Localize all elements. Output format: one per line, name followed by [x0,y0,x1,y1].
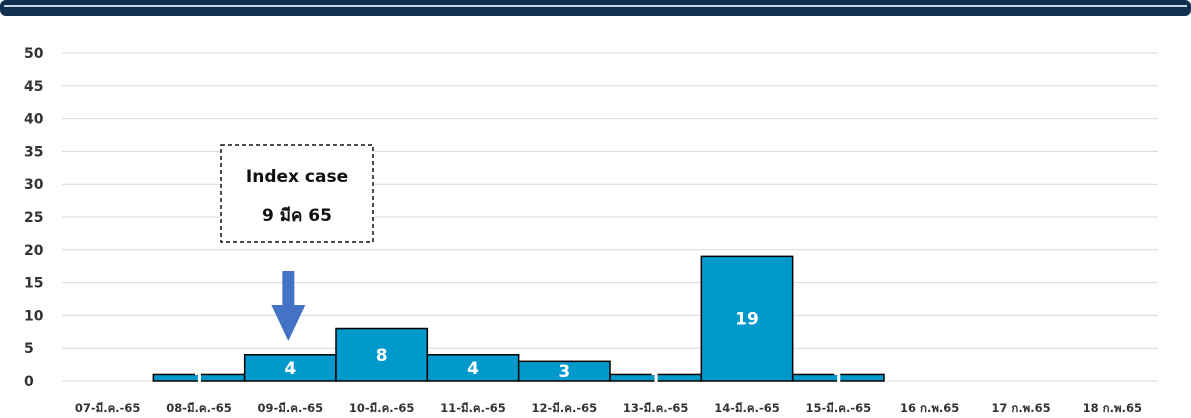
x-tick-label: 12-มี.ค.-65 [532,401,598,415]
annotation-line-1: Index case [246,167,348,187]
x-tick-label: 07-มี.ค.-65 [75,401,141,415]
bar [335,327,429,382]
x-tick-label: 18 ก.พ.65 [1083,401,1142,415]
data-label: 3 [558,362,570,382]
y-tick-label: 0 [24,374,34,390]
y-tick-label: 15 [24,276,43,292]
x-tick-label: 11-มี.ค.-65 [440,401,506,415]
bar [243,354,337,382]
data-label: 8 [376,346,388,366]
y-tick-label: 45 [24,79,43,95]
y-tick-label: 5 [24,341,34,357]
bar [700,255,794,382]
y-tick-label: 50 [24,46,44,62]
x-tick-label: 15-มี.ค.-65 [806,401,872,415]
x-tick-label: 09-มี.ค.-65 [258,401,324,415]
arrow-head [271,305,306,341]
data-label: 1 [193,370,205,390]
data-label: 1 [650,370,662,390]
arrow-shaft [282,271,295,305]
annotation: Index case 9 มีค 65 [220,144,374,341]
y-tick-label: 10 [24,308,44,324]
y-tick-label: 30 [24,177,44,193]
bar [791,373,885,382]
x-tick-label: 13-มี.ค.-65 [623,401,689,415]
header-strip-highlight [4,5,1187,7]
down-arrow-icon [271,271,306,341]
x-tick-label: 14-มี.ค.-65 [714,401,780,415]
y-axis-ticks: 0 5 10 15 20 25 30 35 40 45 50 [24,46,44,390]
x-tick-label: 17 ก.พ.65 [991,401,1050,415]
y-tick-label: 25 [24,210,43,226]
y-tick-label: 40 [24,112,44,128]
x-tick-label: 08-มี.ค.-65 [166,401,232,415]
data-labels: 1 4 8 4 3 1 19 1 [193,310,844,390]
y-tick-label: 20 [24,243,44,259]
x-tick-label: 16 ก.พ.65 [900,401,959,415]
header-strip [0,0,1191,16]
bars [152,255,885,382]
annotation-box [220,144,374,243]
data-label: 4 [284,359,296,379]
data-label: 19 [735,310,759,330]
x-tick-label: 10-มี.ค.-65 [349,401,415,415]
annotation-line-2: 9 มีค 65 [262,205,332,226]
x-axis-ticks: 07-มี.ค.-65 08-มี.ค.-65 09-มี.ค.-65 10-มี.ค… [75,401,1142,415]
data-label: 1 [832,370,844,390]
data-label: 4 [467,359,479,379]
y-tick-label: 35 [24,144,43,160]
bar [517,360,611,382]
